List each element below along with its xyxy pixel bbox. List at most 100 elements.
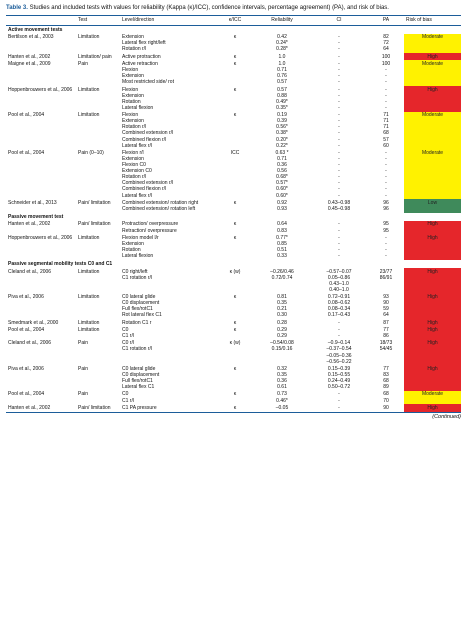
reliability: 0.19 [277,112,287,119]
caption: Table 3. Studies and included tests with… [6,5,461,12]
confidence-interval: - [338,240,340,247]
level: Extension [122,156,144,162]
level: Flexion [122,112,139,119]
percent-agreement-cell: 18/73 54/45 [368,340,404,366]
level: Combined extension r/l [122,180,174,187]
table-row: Cleland et al., 2006 Limitation C0 right/l… [6,267,461,294]
percent-agreement-cell: ---- [368,234,404,260]
kappa-icc: κ [233,199,237,206]
reliability-cell: 1.0 0.71 0.76 0.57 [254,60,310,86]
reliability: 0.73 [277,391,287,398]
test: Limitation [78,34,100,41]
table-row: Hanten et al., 2002 Pain/ limitation Protr… [6,220,461,235]
confidence-interval: - [338,162,340,169]
level: C0 right/left [122,268,148,275]
risk-of-bias: High [404,293,461,320]
kappa-icc: κ [233,319,237,326]
risk-of-bias: Moderate [404,60,461,86]
reliability: 0.85 [277,240,287,247]
confidence-interval: - [338,156,340,162]
study: Pool et al., 2004 [8,149,45,156]
level: Combined flexion r/l [122,136,167,143]
level-cell: Flexion Extension Rotation Lateral flexion [120,86,216,112]
percent-agreement: 95 [383,221,389,228]
percent-agreement: 18/73 [379,340,393,347]
confidence-interval: 0.40–1.0 [329,286,349,293]
confidence-interval-cell: –0.57–0.07 0.05–0.86 0.43–1.0 0.40–1.0 [310,268,368,294]
percent-agreement: 23/77 [379,268,393,275]
study: Bertilson et al., 2003 [8,34,54,41]
kappa-icc: κ [233,112,237,119]
level: Full flex/rotC1 [122,306,153,313]
test: Limitation [78,294,100,301]
reliability: 0.35 [277,371,287,378]
confidence-interval: - [338,104,340,111]
reliability-cell: 0.57 0.88 0.49* 0.35* [254,86,310,112]
level: Flexion model l/r [122,234,159,241]
level-cell: Flexion model l/r Extension Rotation Latera… [120,234,216,260]
reliability: 0.92 [277,199,287,206]
level-cell: Flexion r/l Extension Flexion C0 Extension … [120,149,216,199]
study: Cleland et al., 2006 [8,340,52,347]
reliability: 1.0 [278,61,286,68]
section-title: Active movement tests [8,27,63,33]
confidence-interval: 0.08–0.62 [327,300,351,307]
confidence-interval: - [338,67,340,74]
column-header: Reliability [254,15,310,26]
study: Hoppenbrouwers et al., 2006 [8,86,73,93]
study: Pool et al., 2004 [8,112,45,119]
reliability: 0.33 [277,253,287,260]
column-header: PA [368,15,404,26]
level: Flexion [122,67,139,74]
test: Limitation [78,326,100,333]
level: Rotation r/l [122,124,147,131]
confidence-interval: - [338,397,340,404]
percent-agreement-cell: 71 71 71 68 57 60 [368,112,404,150]
percent-agreement: 64 [383,46,389,53]
confidence-interval: - [338,40,340,47]
table-row: Hanten et al., 2002 Pain/ limitation C1 PA… [6,404,461,412]
level: C1 r/l [122,397,134,404]
level: Active protraction [122,53,161,60]
level: Rotation [122,246,141,253]
confidence-interval: - [338,253,340,260]
reliability-cell: –0.05 [254,404,310,411]
level: Lateral flex r/l [122,142,153,149]
percent-agreement: 82 [383,34,389,41]
percent-agreement: - [385,192,387,199]
percent-agreement-cell: 87 [368,319,404,326]
confidence-interval: - [338,112,340,119]
reliability: 0.63 * [275,149,289,156]
level: C1 PA pressure [122,404,157,411]
confidence-interval-cell: ---- [310,86,368,112]
percent-agreement-cell: 95 95 [368,221,404,234]
confidence-interval-cell: 0.15–0.39 0.15–0.55 0.24–0.49 0.50–0.72 [310,365,368,391]
confidence-interval: - [338,124,340,131]
study: Hanten et al., 2002 [8,53,51,60]
confidence-interval: - [338,404,340,411]
reliability: 0.71 [277,67,287,74]
level-cell: Combined extension/ rotation right Combin… [120,199,216,212]
level: Flexion C0 [122,162,146,169]
confidence-interval: - [338,149,340,156]
percent-agreement: - [385,67,387,74]
test: Pain/ limitation [78,404,111,411]
percent-agreement-cell: ---- [368,86,404,112]
confidence-interval: 0.72–0.91 [327,294,351,301]
level-cell: Rotation C1 r [120,319,216,326]
level: Extension [122,73,144,80]
kappa-icc: κ [233,53,237,60]
level: C0 r/l [122,340,134,347]
level: C1 rotation r/l [122,346,153,353]
reliability: 0.15/0.16 [271,346,293,353]
reliability: 0.20* [276,136,288,143]
test: Limitation [78,86,100,93]
confidence-interval: - [338,391,340,398]
reliability-cell: 0.63 * 0.71 0.36 0.56 0.68* 0.57* 0.60* 0.60* [254,149,310,199]
confidence-interval-cell: -------- [310,149,368,199]
confidence-interval: –0.9–0.14 [327,340,351,347]
reliability: 0.29 [277,326,287,333]
section-row: Passive movement test [6,213,461,221]
level: Extension [122,240,144,247]
level-cell: Extension Lateral flex right/left Rotation… [120,34,216,53]
